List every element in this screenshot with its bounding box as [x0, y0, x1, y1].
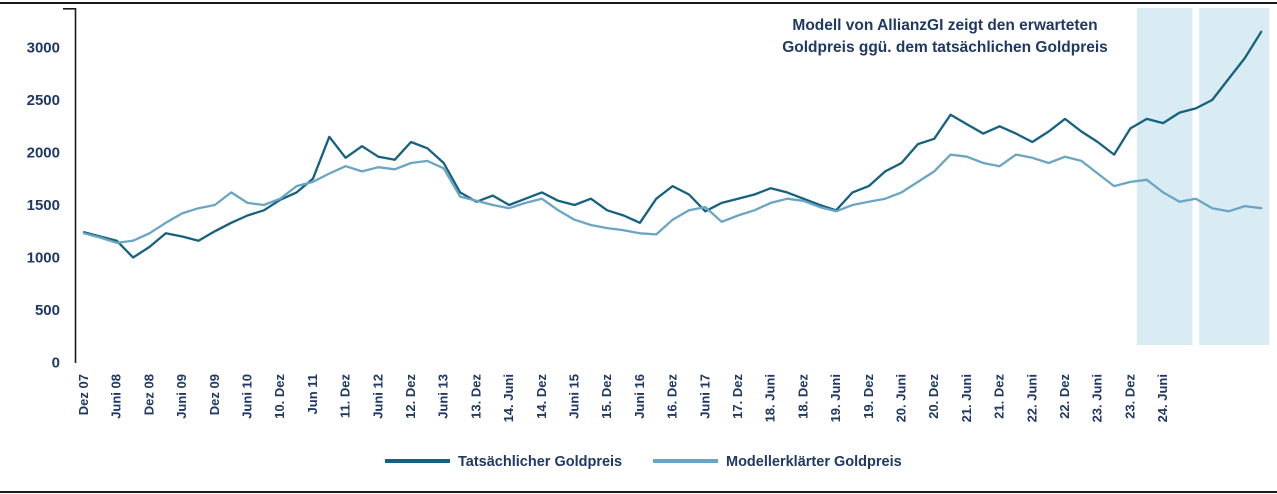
x-axis-tick-label: Dez 07 [76, 374, 91, 415]
x-axis-tick-label: 19. Juni [828, 374, 843, 422]
top-border [0, 2, 1277, 4]
y-axis-tick-label: 500 [35, 302, 60, 319]
x-axis-tick-label: 20. Dez [926, 374, 941, 419]
bottom-border [0, 491, 1277, 493]
x-axis-tick-label: 15. Dez [599, 374, 614, 419]
series-line-actual [82, 30, 1263, 259]
y-axis-tick-label: 1000 [27, 250, 60, 267]
x-axis-tick-label: 20. Juni [894, 374, 909, 422]
chart-title-line-2: Goldpreis ggü. dem tatsächlichen Goldpre… [782, 39, 1108, 56]
x-axis-tick-label: 21. Juni [959, 374, 974, 422]
x-axis-tick-label: Juni 08 [109, 374, 124, 419]
chart-title-line-1: Modell von AllianzGI zeigt den erwartete… [792, 17, 1097, 34]
x-axis-tick-label: Juni 12 [370, 374, 385, 419]
legend-label-modellerklaerter-goldpreis: Modellerklärter Goldpreis [726, 454, 902, 470]
x-axis-tick-label: Jun 11 [305, 374, 320, 414]
plot-layer: 0 500 1000 1500 2000 2500 3000 Dez 07 Juni 08 Dez… [27, 8, 1270, 422]
x-axis-tick-label: 12. Dez [403, 374, 418, 419]
y-axis-tick-label: 2000 [27, 145, 60, 162]
legend: Tatsächlicher Goldpreis Modellerklärter … [385, 454, 902, 470]
y-axis-tick-label: 3000 [27, 40, 60, 57]
x-axis-tick-label: Dez 09 [207, 374, 222, 415]
x-axis-tick-label: 22. Dez [1057, 374, 1072, 419]
x-axis-tick-label: Juni 16 [632, 374, 647, 419]
x-axis-tick-label: 17. Dez [730, 374, 745, 419]
x-axis-tick-label: 18. Juni [763, 374, 778, 422]
highlight-band [1199, 8, 1270, 345]
x-axis-tick-label: 16. Dez [665, 374, 680, 419]
x-axis-tick-label: 24. Juni [1155, 374, 1170, 422]
x-axis-tick-label: Juni 17 [697, 374, 712, 419]
y-axis-tick-label: 1500 [27, 197, 60, 214]
y-axis-tick-label: 2500 [27, 92, 60, 109]
y-axis-tick-label: 0 [52, 355, 60, 372]
x-axis-tick-label: Juni 09 [174, 374, 189, 419]
legend-label-tatsaechlicher-goldpreis: Tatsächlicher Goldpreis [458, 454, 622, 470]
x-axis-tick-label: 22. Juni [1024, 374, 1039, 422]
x-axis-tick-label: 23. Dez [1122, 374, 1137, 419]
series-line-model [82, 153, 1263, 244]
x-axis-tick-label: 14. Juni [501, 374, 516, 422]
x-axis-tick-label: Juni 13 [436, 374, 451, 419]
x-axis-tick-label: Juni 15 [567, 374, 582, 419]
x-axis-tick-label: 13. Dez [468, 374, 483, 419]
x-axis-tick-label: 19. Dez [861, 374, 876, 419]
x-axis-tick-label: 10. Dez [272, 374, 287, 419]
x-axis-tick-label: Juni 10 [240, 374, 255, 419]
x-axis-tick-label: 11. Dez [338, 374, 353, 419]
x-axis-tick-label: 23. Juni [1090, 374, 1105, 422]
x-axis-tick-label: 18. Dez [795, 374, 810, 419]
highlight-band [1136, 8, 1193, 345]
x-axis-tick-label: 21. Dez [992, 374, 1007, 419]
x-axis-tick-label: 14. Dez [534, 374, 549, 419]
x-axis-tick-label: Dez 08 [141, 374, 156, 415]
